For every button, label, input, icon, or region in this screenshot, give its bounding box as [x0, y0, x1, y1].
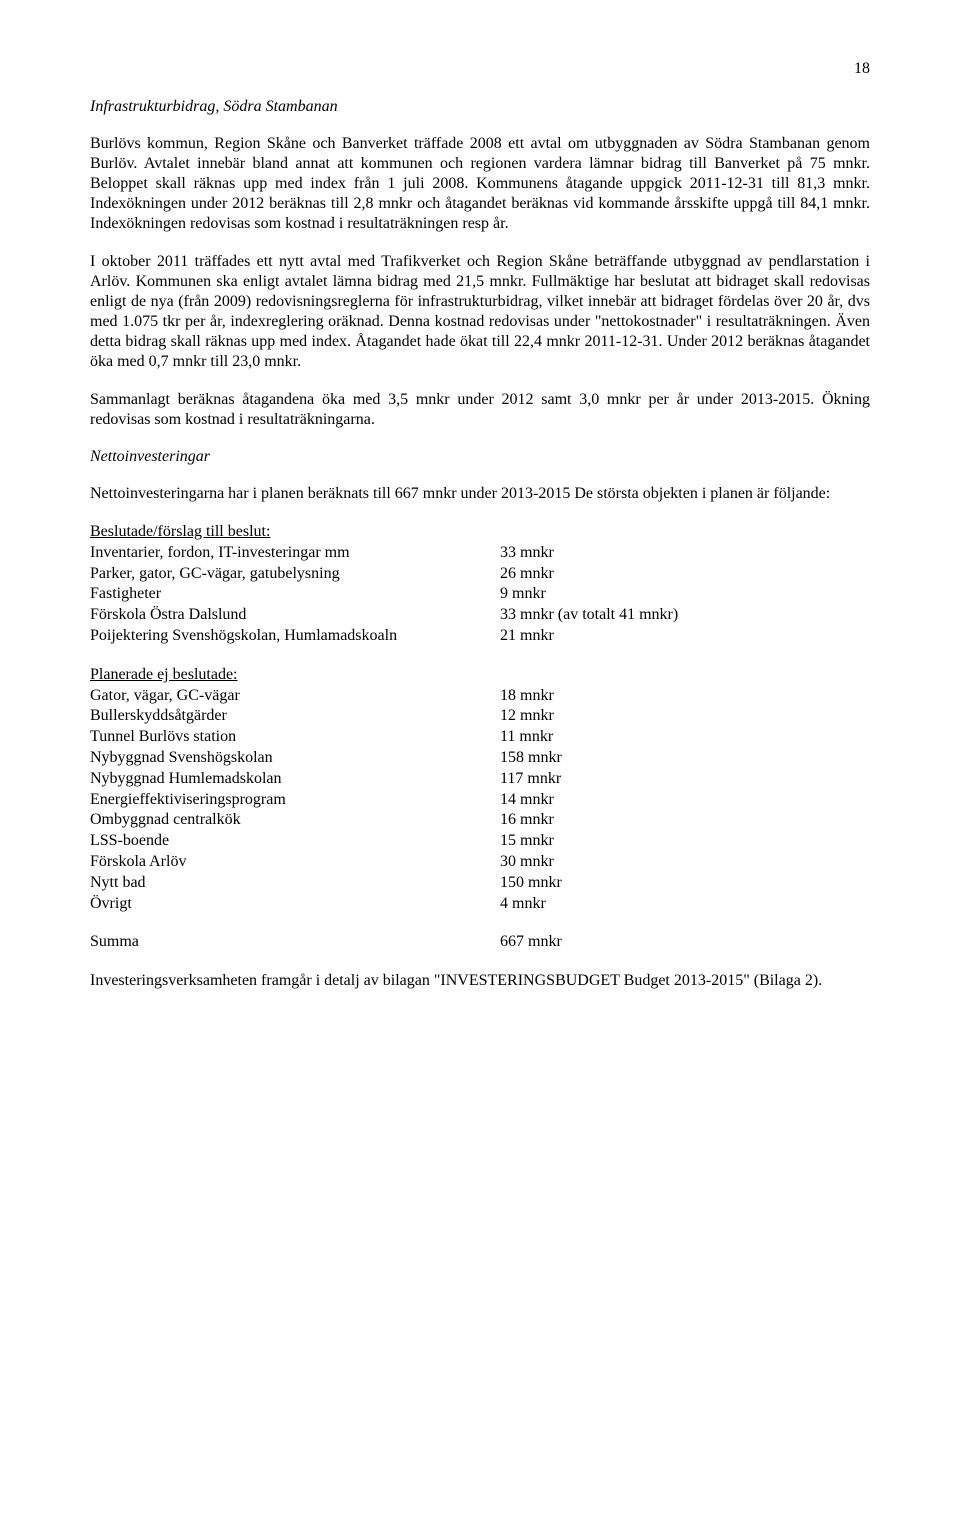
list-item-value: 26 mnkr [500, 564, 870, 585]
list-item-label: Fastigheter [90, 584, 500, 605]
list-planerade: Planerade ej beslutade: Gator, vägar, GC… [90, 665, 870, 915]
list-item: Nybyggnad Svenshögskolan 158 mnkr [90, 748, 870, 769]
list-item-label: Ombyggnad centralkök [90, 810, 500, 831]
list-item: Tunnel Burlövs station 11 mnkr [90, 727, 870, 748]
list-item-value: 158 mnkr [500, 748, 870, 769]
list-item: Nytt bad 150 mnkr [90, 873, 870, 894]
list-item-value: 117 mnkr [500, 769, 870, 790]
list-item-label: Förskola Arlöv [90, 852, 500, 873]
section-title-infrastruktur: Infrastrukturbidrag, Södra Stambanan [90, 98, 870, 116]
sum-label: Summa [90, 932, 500, 953]
list-item: Nybyggnad Humlemadskolan 117 mnkr [90, 769, 870, 790]
paragraph-2: I oktober 2011 träffades ett nytt avtal … [90, 252, 870, 372]
list-header-planerade: Planerade ej beslutade: [90, 665, 238, 686]
list-item-label: Tunnel Burlövs station [90, 727, 500, 748]
page-number: 18 [90, 60, 870, 78]
list-item-value: 33 mnkr [500, 543, 870, 564]
list-item-label: Poijektering Svenshögskolan, Humlamadsko… [90, 626, 500, 647]
list-item: Förskola Arlöv 30 mnkr [90, 852, 870, 873]
document-page: 18 Infrastrukturbidrag, Södra Stambanan … [0, 0, 960, 1069]
list-item-label: LSS-boende [90, 831, 500, 852]
paragraph-3: Sammanlagt beräknas åtagandena öka med 3… [90, 390, 870, 430]
paragraph-1: Burlövs kommun, Region Skåne och Banverk… [90, 134, 870, 234]
list-item-value: 30 mnkr [500, 852, 870, 873]
list-item-label: Nybyggnad Humlemadskolan [90, 769, 500, 790]
list-item-value: 16 mnkr [500, 810, 870, 831]
list-header-beslutade: Beslutade/förslag till beslut: [90, 522, 270, 543]
list-item: Parker, gator, GC-vägar, gatubelysning 2… [90, 564, 870, 585]
list-item: Energieffektiviseringsprogram 14 mnkr [90, 790, 870, 811]
list-item-value: 4 mnkr [500, 894, 870, 915]
list-item-value: 9 mnkr [500, 584, 870, 605]
list-item-value: 150 mnkr [500, 873, 870, 894]
section-title-nettoinvesteringar: Nettoinvesteringar [90, 448, 870, 466]
sum-value: 667 mnkr [500, 932, 870, 953]
paragraph-5: Investeringsverksamheten framgår i detal… [90, 971, 870, 991]
list-item-label: Bullerskyddsåtgärder [90, 706, 500, 727]
list-beslutade: Beslutade/förslag till beslut: Inventari… [90, 522, 870, 647]
list-item-label: Förskola Östra Dalslund [90, 605, 500, 626]
list-item-label: Inventarier, fordon, IT-investeringar mm [90, 543, 500, 564]
list-item: Gator, vägar, GC-vägar 18 mnkr [90, 686, 870, 707]
list-item: Poijektering Svenshögskolan, Humlamadsko… [90, 626, 870, 647]
list-item-value: 12 mnkr [500, 706, 870, 727]
list-item-value: 21 mnkr [500, 626, 870, 647]
paragraph-4: Nettoinvesteringarna har i planen beräkn… [90, 484, 870, 504]
list-item: Fastigheter 9 mnkr [90, 584, 870, 605]
list-item-label: Övrigt [90, 894, 500, 915]
list-item: LSS-boende 15 mnkr [90, 831, 870, 852]
list-item-value: 15 mnkr [500, 831, 870, 852]
sum-row-block: Summa 667 mnkr [90, 932, 870, 953]
list-item-label: Gator, vägar, GC-vägar [90, 686, 500, 707]
list-item-label: Nytt bad [90, 873, 500, 894]
list-item-value: 14 mnkr [500, 790, 870, 811]
list-item: Förskola Östra Dalslund 33 mnkr (av tota… [90, 605, 870, 626]
sum-row: Summa 667 mnkr [90, 932, 870, 953]
list-item-label: Parker, gator, GC-vägar, gatubelysning [90, 564, 500, 585]
list-item: Bullerskyddsåtgärder 12 mnkr [90, 706, 870, 727]
list-item-value: 33 mnkr (av totalt 41 mnkr) [500, 605, 870, 626]
list-item-value: 18 mnkr [500, 686, 870, 707]
list-item: Inventarier, fordon, IT-investeringar mm… [90, 543, 870, 564]
list-item-label: Energieffektiviseringsprogram [90, 790, 500, 811]
list-item-label: Nybyggnad Svenshögskolan [90, 748, 500, 769]
list-item: Ombyggnad centralkök 16 mnkr [90, 810, 870, 831]
list-item: Övrigt 4 mnkr [90, 894, 870, 915]
list-item-value: 11 mnkr [500, 727, 870, 748]
